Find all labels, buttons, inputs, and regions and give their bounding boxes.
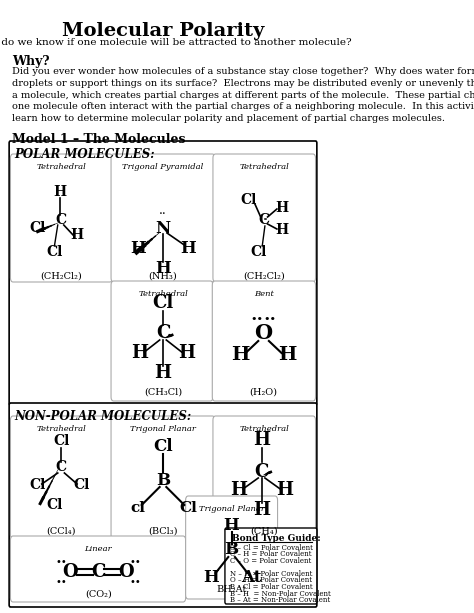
Text: H: H (230, 481, 247, 499)
Text: H: H (224, 517, 239, 533)
Text: Linear: Linear (84, 545, 112, 553)
Text: (CH₄): (CH₄) (250, 527, 278, 536)
Text: (BCl₃): (BCl₃) (148, 527, 178, 536)
Text: Cl: Cl (179, 501, 197, 515)
Text: H: H (231, 346, 249, 364)
Text: Cl: Cl (46, 245, 63, 259)
Text: (CH₂Cl₂): (CH₂Cl₂) (243, 272, 285, 281)
Text: Cl: Cl (73, 478, 89, 492)
FancyBboxPatch shape (9, 141, 317, 405)
Text: Cl: Cl (53, 434, 69, 448)
Text: ••: •• (129, 557, 141, 567)
Text: Did you ever wonder how molecules of a substance stay close together?  Why does : Did you ever wonder how molecules of a s… (12, 67, 474, 123)
Text: Cl: Cl (241, 193, 257, 207)
Text: Cl: Cl (29, 221, 46, 235)
Text: ••: •• (56, 577, 68, 587)
FancyBboxPatch shape (186, 496, 278, 599)
Text: Cl: Cl (29, 478, 46, 492)
Text: C: C (258, 213, 269, 227)
Text: B: B (156, 471, 170, 489)
Text: (NH₃): (NH₃) (149, 272, 177, 281)
Text: H: H (155, 364, 172, 382)
Text: (H₂O): (H₂O) (250, 388, 278, 397)
Text: ••: •• (56, 557, 68, 567)
Text: C – O = Polar Covalent: C – O = Polar Covalent (229, 557, 311, 565)
Text: Model 1 – The Molecules: Model 1 – The Molecules (12, 133, 185, 146)
Text: Cl: Cl (153, 438, 173, 454)
Text: B – Cl = Polar Covalent: B – Cl = Polar Covalent (229, 583, 312, 591)
Text: ••: •• (264, 314, 277, 324)
Text: At: At (241, 568, 262, 585)
Text: H: H (181, 240, 196, 256)
FancyBboxPatch shape (213, 416, 316, 539)
Text: Cl: Cl (152, 294, 173, 312)
Text: H: H (253, 431, 270, 449)
Text: H: H (131, 344, 148, 362)
Text: O: O (118, 563, 134, 581)
Text: Tetrahedral: Tetrahedral (138, 290, 188, 298)
FancyBboxPatch shape (10, 536, 186, 602)
Text: H: H (276, 223, 289, 237)
Text: ··: ·· (159, 207, 167, 221)
Text: H: H (130, 240, 146, 256)
Text: Trigonal Planar: Trigonal Planar (199, 505, 264, 513)
Text: ••: •• (129, 577, 141, 587)
Text: H: H (204, 568, 219, 585)
Text: H: H (253, 501, 270, 519)
Text: C – H = Polar Covalent: C – H = Polar Covalent (229, 550, 311, 558)
Text: (CO₂): (CO₂) (85, 590, 112, 599)
Text: Tetrahedral: Tetrahedral (239, 163, 289, 171)
Text: N: N (155, 219, 171, 237)
Text: Tetrahedral: Tetrahedral (239, 425, 289, 433)
Text: H: H (178, 344, 195, 362)
FancyBboxPatch shape (212, 281, 316, 401)
Text: O: O (255, 323, 273, 343)
Text: ••: •• (250, 314, 264, 324)
Text: POLAR MOLECULES:: POLAR MOLECULES: (15, 148, 155, 161)
FancyBboxPatch shape (10, 416, 112, 539)
Text: Cl: Cl (250, 245, 266, 259)
Text: Tetrahedral: Tetrahedral (36, 163, 86, 171)
FancyBboxPatch shape (10, 154, 112, 282)
Text: (CH₂Cl₂): (CH₂Cl₂) (40, 272, 82, 281)
Text: Bond Type Guide:: Bond Type Guide: (232, 534, 320, 543)
FancyBboxPatch shape (111, 281, 213, 401)
Text: O – H = Polar Covalent: O – H = Polar Covalent (229, 576, 311, 585)
Text: C – Cl = Polar Covalent: C – Cl = Polar Covalent (229, 544, 312, 552)
Text: (CCl₄): (CCl₄) (46, 527, 76, 536)
Text: cl: cl (130, 501, 145, 515)
Text: How do we know if one molecule will be attracted to another molecule?: How do we know if one molecule will be a… (0, 38, 352, 47)
Text: B – At = Non-Polar Covalent: B – At = Non-Polar Covalent (229, 596, 330, 604)
Text: C: C (255, 463, 269, 481)
Text: B – H  = Non-Polar Covalent: B – H = Non-Polar Covalent (229, 590, 330, 598)
Text: H: H (155, 259, 171, 276)
Text: Tetrahedral: Tetrahedral (36, 425, 86, 433)
FancyBboxPatch shape (213, 154, 316, 282)
FancyBboxPatch shape (111, 416, 215, 539)
FancyBboxPatch shape (111, 154, 215, 282)
Text: C: C (55, 213, 67, 227)
Text: H: H (71, 228, 83, 242)
Text: H: H (276, 481, 293, 499)
Text: H: H (276, 201, 289, 215)
Text: C: C (55, 460, 67, 474)
Text: C: C (91, 563, 106, 581)
Text: NON-POLAR MOLECULES:: NON-POLAR MOLECULES: (15, 410, 191, 423)
Text: Trigonal Pyramidal: Trigonal Pyramidal (122, 163, 204, 171)
Text: H: H (278, 346, 296, 364)
Text: Molecular Polarity: Molecular Polarity (62, 22, 264, 40)
Text: B: B (225, 541, 239, 558)
Text: Cl: Cl (46, 498, 63, 512)
Text: Why?: Why? (12, 55, 49, 68)
Text: BH₂At: BH₂At (217, 585, 247, 594)
Text: H: H (53, 185, 66, 199)
Text: Bent: Bent (254, 290, 273, 298)
Text: N – H = Polar Covalent: N – H = Polar Covalent (229, 570, 312, 578)
Text: C: C (156, 324, 170, 342)
Text: Trigonal Planar: Trigonal Planar (130, 425, 196, 433)
Text: O: O (63, 563, 78, 581)
FancyBboxPatch shape (9, 403, 317, 607)
FancyBboxPatch shape (225, 528, 317, 604)
Text: (CH₃Cl): (CH₃Cl) (144, 388, 182, 397)
